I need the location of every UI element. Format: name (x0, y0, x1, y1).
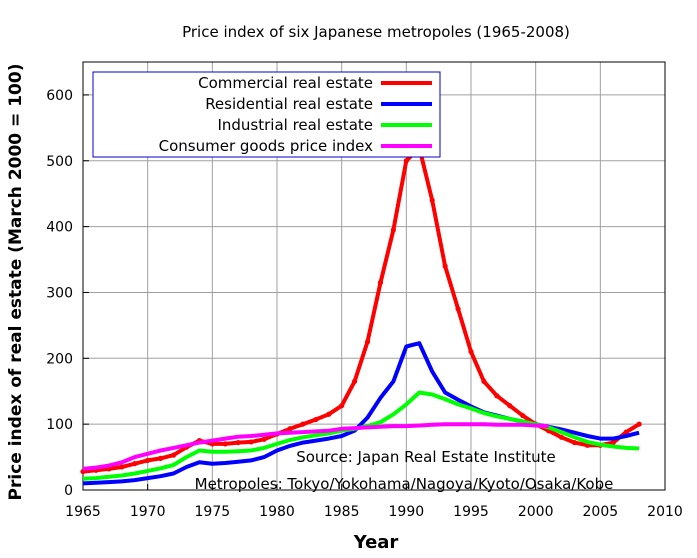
data-point (468, 349, 474, 355)
data-point (403, 158, 409, 164)
x-tick-label: 1995 (453, 504, 489, 520)
data-point (352, 378, 358, 384)
data-point (481, 378, 487, 384)
series-consumer-goods-price-index (82, 422, 549, 471)
y-tick-label: 0 (64, 483, 73, 499)
data-point (455, 306, 461, 312)
metropoles-note: Metropoles: Tokyo/Yokohama/Nagoya/Kyoto/… (195, 475, 614, 493)
series-lines (80, 145, 642, 486)
y-axis-label: Price index of real estate (March 2000 =… (6, 64, 26, 501)
y-axis: 0 100 200 300 400 500 600 (46, 88, 89, 499)
data-point (339, 403, 345, 409)
y-tick-label: 300 (46, 285, 73, 301)
data-point (235, 439, 241, 446)
y-tick-label: 500 (46, 154, 73, 170)
x-tick-label: 1990 (389, 504, 425, 520)
x-tick-label: 1980 (259, 504, 295, 520)
x-tick-label: 2005 (583, 504, 619, 520)
data-point (222, 441, 228, 447)
chart-title: Price index of six Japanese metropoles (… (182, 23, 570, 41)
data-point (390, 227, 396, 233)
data-point (571, 439, 578, 446)
data-point (610, 439, 616, 446)
y-tick-label: 600 (46, 88, 73, 104)
annotations: Source: Japan Real Estate Institute Metr… (195, 448, 614, 493)
data-point (377, 279, 384, 286)
data-point (429, 197, 435, 203)
y-tick-label: 100 (46, 417, 73, 433)
x-tick-label: 2010 (647, 504, 683, 520)
data-point (287, 426, 293, 432)
plot-frame (82, 61, 666, 491)
data-point (442, 263, 448, 269)
data-point (636, 421, 642, 427)
data-point (520, 412, 526, 419)
x-tick-label: 1975 (195, 504, 231, 520)
x-axis-label: Year (353, 532, 399, 553)
data-point (158, 455, 164, 461)
data-point (507, 403, 513, 409)
legend: Commercial real estate Residential real e… (92, 71, 441, 158)
x-tick-label: 1985 (324, 504, 360, 520)
x-tick-label: 1970 (130, 504, 166, 520)
legend-box (92, 71, 441, 158)
data-point (261, 436, 267, 442)
legend-label-residential-real-estate: Residential real estate (205, 95, 373, 113)
data-point (313, 416, 319, 423)
data-point (300, 421, 306, 427)
data-point (558, 434, 565, 440)
data-point (494, 393, 500, 399)
series-line-consumer-goods-price-index (82, 422, 549, 471)
x-tick-label: 2000 (518, 504, 554, 520)
data-point (248, 439, 254, 445)
source-note: Source: Japan Real Estate Institute (296, 448, 556, 466)
data-point (623, 429, 629, 435)
data-point (145, 457, 151, 463)
legend-label-consumer-goods-price-index: Consumer goods price index (159, 137, 373, 155)
data-point (119, 464, 125, 470)
y-tick-label: 200 (46, 351, 73, 367)
y-tick-label: 400 (46, 220, 73, 236)
x-axis: 1965 1970 1975 1980 1985 1990 1995 2000 2005 2010 (65, 484, 683, 520)
data-point (364, 339, 371, 345)
x-tick-label: 1965 (65, 504, 101, 520)
legend-label-industrial-real-estate: Industrial real estate (217, 116, 373, 134)
legend-label-commercial-real-estate: Commercial real estate (198, 74, 373, 92)
data-point (170, 452, 177, 458)
data-point (326, 411, 332, 417)
data-point (132, 461, 138, 467)
